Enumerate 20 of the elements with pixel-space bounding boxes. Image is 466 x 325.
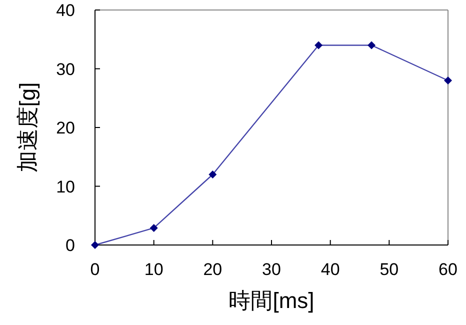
x-tick-label: 20 [203,260,222,279]
x-tick-label: 10 [144,260,164,279]
y-tick-label: 40 [56,1,75,20]
x-tick-label: 40 [320,260,340,279]
point [368,41,376,50]
x-tick-label: 0 [90,260,100,279]
y-tick-label: 0 [66,236,75,255]
point [150,224,158,232]
x-tick-label: 60 [438,260,458,279]
point [91,241,99,249]
y-axis-title: 加速度[g] [15,82,40,173]
point [444,76,452,84]
y-tick-label: 30 [56,60,75,79]
x-tick-label: 50 [380,260,399,279]
point [208,170,217,178]
x-axis-title: 時間[ms] [228,288,314,313]
y-tick-label: 10 [56,177,75,196]
x-tick-label: 30 [262,260,281,279]
y-tick-label: 20 [56,118,75,138]
point [314,41,323,50]
